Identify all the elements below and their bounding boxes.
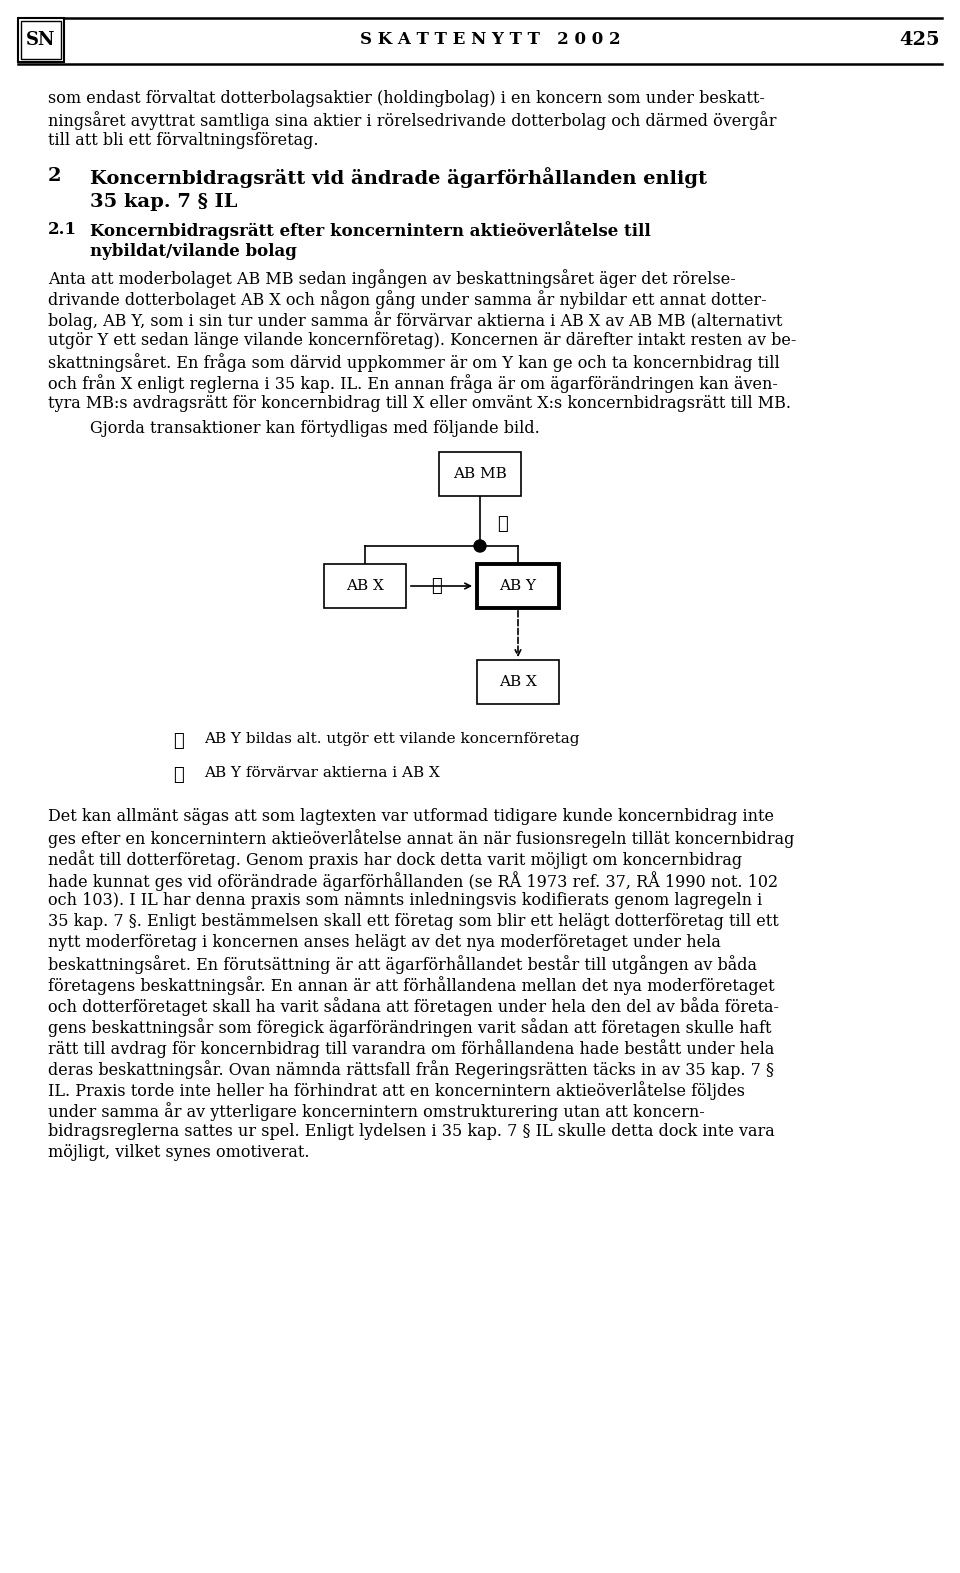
Text: 35 kap. 7 § IL: 35 kap. 7 § IL <box>90 193 237 211</box>
Text: till att bli ett förvaltningsföretag.: till att bli ett förvaltningsföretag. <box>48 132 319 149</box>
Circle shape <box>474 540 486 552</box>
Text: hade kunnat ges vid oförändrade ägarförhållanden (se RÅ 1973 ref. 37, RÅ 1990 no: hade kunnat ges vid oförändrade ägarförh… <box>48 871 779 890</box>
Text: rätt till avdrag för koncernbidrag till varandra om förhållandena hade bestått u: rätt till avdrag för koncernbidrag till … <box>48 1040 775 1059</box>
Text: SN: SN <box>26 31 56 49</box>
Text: utgör Y ett sedan länge vilande koncernföretag). Koncernen är därefter intakt re: utgör Y ett sedan länge vilande koncernf… <box>48 332 797 349</box>
Text: Gjorda transaktioner kan förtydligas med följande bild.: Gjorda transaktioner kan förtydligas med… <box>90 420 540 437</box>
Text: företagens beskattningsår. En annan är att förhållandena mellan det nya moderför: företagens beskattningsår. En annan är a… <box>48 975 775 994</box>
Bar <box>324 565 406 609</box>
Text: Koncernbidragsrätt vid ändrade ägarförhållanden enligt: Koncernbidragsrätt vid ändrade ägarförhå… <box>90 167 707 187</box>
Text: nytt moderföretag i koncernen anses helägt av det nya moderföretaget under hela: nytt moderföretag i koncernen anses helä… <box>48 934 721 952</box>
Text: skattningsåret. En fråga som därvid uppkommer är om Y kan ge och ta koncernbidra: skattningsåret. En fråga som därvid uppk… <box>48 352 780 371</box>
Bar <box>439 451 521 495</box>
Text: ges efter en koncernintern aktieöverlåtelse annat än när fusionsregeln tillät ko: ges efter en koncernintern aktieöverlåte… <box>48 829 794 848</box>
Text: Det kan allmänt sägas att som lagtexten var utformad tidigare kunde koncernbidra: Det kan allmänt sägas att som lagtexten … <box>48 809 774 824</box>
Text: 425: 425 <box>900 31 940 49</box>
Text: nybildat/vilande bolag: nybildat/vilande bolag <box>90 242 297 260</box>
Text: drivande dotterbolaget AB X och någon gång under samma år nybildar ett annat dot: drivande dotterbolaget AB X och någon gå… <box>48 289 767 308</box>
Text: AB X: AB X <box>499 675 537 689</box>
Bar <box>477 661 559 705</box>
Text: ①: ① <box>173 731 183 750</box>
Text: IL. Praxis torde inte heller ha förhindrat att en koncernintern aktieöverlåtelse: IL. Praxis torde inte heller ha förhindr… <box>48 1081 745 1100</box>
Text: under samma år av ytterligare koncernintern omstrukturering utan att koncern-: under samma år av ytterligare koncernint… <box>48 1103 705 1122</box>
Text: gens beskattningsår som föregick ägarförändringen varit sådan att företagen skul: gens beskattningsår som föregick ägarför… <box>48 1018 772 1037</box>
Bar <box>21 20 61 60</box>
Text: beskattningsåret. En förutsättning är att ägarförhållandet består till utgången : beskattningsåret. En förutsättning är at… <box>48 955 757 974</box>
Text: Anta att moderbolaget AB MB sedan ingången av beskattningsåret äger det rörelse-: Anta att moderbolaget AB MB sedan ingång… <box>48 269 735 288</box>
Text: AB Y förvärvar aktierna i AB X: AB Y förvärvar aktierna i AB X <box>204 766 440 780</box>
Text: och från X enligt reglerna i 35 kap. IL. En annan fråga är om ägarförändringen k: och från X enligt reglerna i 35 kap. IL.… <box>48 374 778 393</box>
Text: ②: ② <box>431 577 442 595</box>
Text: ②: ② <box>173 766 183 783</box>
Text: möjligt, vilket synes omotiverat.: möjligt, vilket synes omotiverat. <box>48 1144 309 1161</box>
Bar <box>477 565 559 609</box>
Text: ningsåret avyttrat samtliga sina aktier i rörelsedrivande dotterbolag och därmed: ningsåret avyttrat samtliga sina aktier … <box>48 112 777 131</box>
Text: deras beskattningsår. Ovan nämnda rättsfall från Regeringsrätten täcks in av 35 : deras beskattningsår. Ovan nämnda rättsf… <box>48 1060 774 1079</box>
Text: AB MB: AB MB <box>453 467 507 481</box>
Text: Koncernbidragsrätt efter koncernintern aktieöverlåtelse till: Koncernbidragsrätt efter koncernintern a… <box>90 220 651 241</box>
Text: S K A T T E N Y T T   2 0 0 2: S K A T T E N Y T T 2 0 0 2 <box>360 31 620 49</box>
Text: tyra MB:s avdragsrätt för koncernbidrag till X eller omvänt X:s koncernbidragsrä: tyra MB:s avdragsrätt för koncernbidrag … <box>48 395 791 412</box>
Text: AB X: AB X <box>346 579 384 593</box>
Text: som endast förvaltat dotterbolagsaktier (holdingbolag) i en koncern som under be: som endast förvaltat dotterbolagsaktier … <box>48 90 765 107</box>
Text: bolag, AB Y, som i sin tur under samma år förvärvar aktierna i AB X av AB MB (al: bolag, AB Y, som i sin tur under samma å… <box>48 311 782 330</box>
Text: 2: 2 <box>48 167 61 186</box>
Text: AB Y: AB Y <box>499 579 537 593</box>
Text: bidragsreglerna sattes ur spel. Enligt lydelsen i 35 kap. 7 § IL skulle detta do: bidragsreglerna sattes ur spel. Enligt l… <box>48 1123 775 1140</box>
Text: ①: ① <box>496 514 508 533</box>
Text: 35 kap. 7 §. Enligt bestämmelsen skall ett företag som blir ett helägt dotterför: 35 kap. 7 §. Enligt bestämmelsen skall e… <box>48 912 779 930</box>
Text: och dotterföretaget skall ha varit sådana att företagen under hela den del av bå: och dotterföretaget skall ha varit sådan… <box>48 997 779 1016</box>
Bar <box>18 17 64 61</box>
Text: 2.1: 2.1 <box>48 220 77 238</box>
Text: och 103). I IL har denna praxis som nämnts inledningsvis kodifierats genom lagre: och 103). I IL har denna praxis som nämn… <box>48 892 762 909</box>
Text: nedåt till dotterföretag. Genom praxis har dock detta varit möjligt om koncernbi: nedåt till dotterföretag. Genom praxis h… <box>48 849 742 868</box>
Text: AB Y bildas alt. utgör ett vilande koncernföretag: AB Y bildas alt. utgör ett vilande konce… <box>204 731 580 746</box>
